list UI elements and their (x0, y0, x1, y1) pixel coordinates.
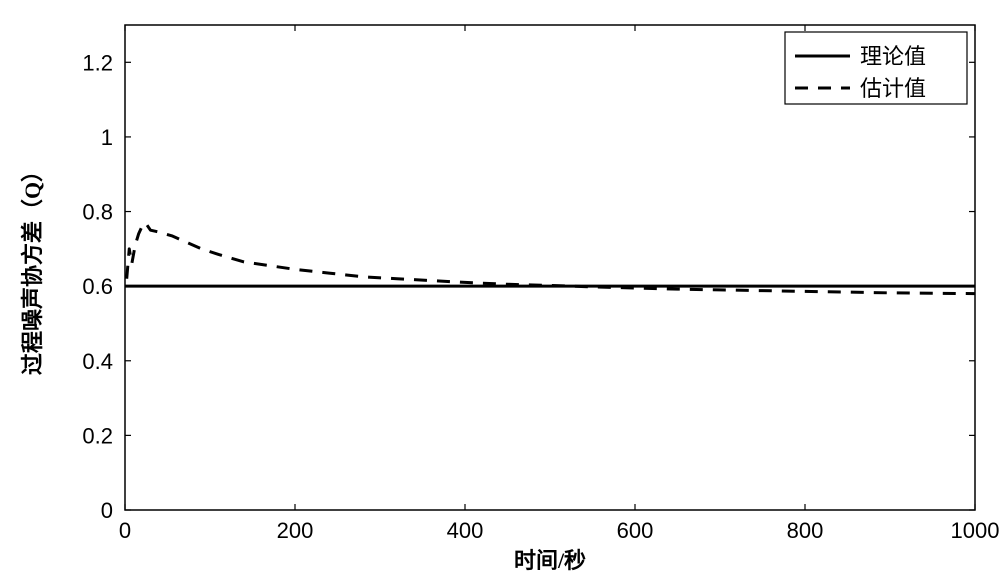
y-axis-title: 过程噪声协方差（Q） (20, 160, 45, 375)
y-tick-label: 1 (101, 125, 113, 150)
chart-svg: 0 200 400 600 800 1000 0 0.2 0.4 0.6 0.8 1 1.2 时间/秒 过程… (0, 0, 1000, 587)
y-tick-label: 0.8 (82, 200, 113, 225)
y-tick-label: 0.4 (82, 349, 113, 374)
x-tick-label: 200 (277, 518, 314, 543)
y-tick-label: 1.2 (82, 50, 113, 75)
legend: 理论值估计值 (785, 32, 967, 104)
legend-label-1: 估计值 (860, 76, 926, 101)
x-tick-label: 800 (787, 518, 824, 543)
x-tick-label: 1000 (951, 518, 1000, 543)
chart-container: 0 200 400 600 800 1000 0 0.2 0.4 0.6 0.8 1 1.2 时间/秒 过程… (0, 0, 1000, 587)
y-tick-label: 0.2 (82, 423, 113, 448)
x-tick-label: 600 (617, 518, 654, 543)
legend-label-0: 理论值 (860, 44, 926, 69)
x-axis-title: 时间/秒 (514, 548, 586, 573)
x-tick-label: 0 (119, 518, 131, 543)
x-tick-label: 400 (447, 518, 484, 543)
y-tick-label: 0 (101, 498, 113, 523)
y-tick-label: 0.6 (82, 274, 113, 299)
